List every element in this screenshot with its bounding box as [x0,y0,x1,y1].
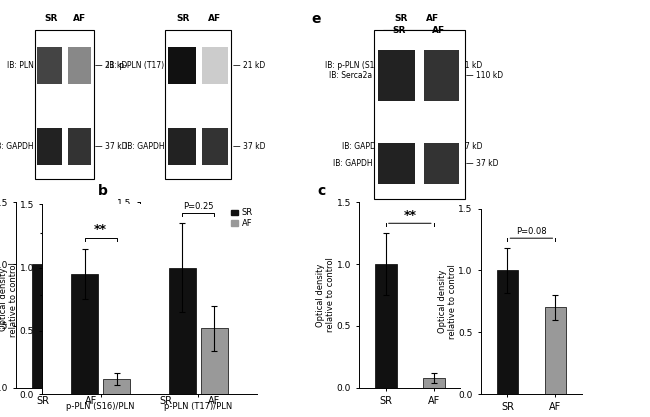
Text: IB: p-PLN (S16): IB: p-PLN (S16) [325,61,382,70]
Bar [155,264,177,388]
Bar [420,47,445,84]
Bar [202,47,228,84]
Text: — 37 kD: — 37 kD [96,142,128,151]
Text: P=0.08: P=0.08 [516,227,547,236]
Y-axis label: Optical density
relative to control: Optical density relative to control [437,264,457,339]
Text: SR: SR [177,15,190,23]
Bar [385,47,413,84]
Text: — 21 kD: — 21 kD [233,61,265,70]
Text: SR: SR [392,26,406,35]
Bar [384,30,449,179]
Text: P=0.25: P=0.25 [183,202,213,211]
Bar [202,128,228,165]
Bar [423,378,445,388]
Text: AF: AF [73,15,86,23]
Text: — 37 kD: — 37 kD [466,159,499,168]
Bar [497,270,518,394]
Text: SR: SR [395,15,408,23]
Bar [385,128,413,165]
Text: IB: GAPDH: IB: GAPDH [0,142,34,151]
Text: AF: AF [432,26,445,35]
Legend: SR, AF: SR, AF [231,208,253,228]
Text: **: ** [94,223,107,236]
Bar [168,47,196,84]
Bar [168,128,196,165]
Bar [378,143,415,184]
Text: — 110 kD: — 110 kD [466,71,503,80]
Text: IB: PLN: IB: PLN [7,61,34,70]
Text: — 37 kD: — 37 kD [450,142,483,151]
Bar [32,264,53,388]
Bar [168,268,196,394]
Text: AF: AF [426,15,439,23]
Text: IB: GAPDH: IB: GAPDH [333,159,372,168]
Bar [424,50,459,100]
Y-axis label: Optical density
relative to control: Optical density relative to control [316,258,335,332]
Text: — 21 kD: — 21 kD [450,61,483,70]
Text: *: * [187,205,194,219]
Bar [545,307,566,394]
Bar [378,50,415,100]
Text: IB: GAPDH: IB: GAPDH [125,142,164,151]
Bar [166,30,231,179]
Text: c: c [317,183,326,198]
Bar [103,379,131,394]
Text: IB: Serca2a: IB: Serca2a [330,71,372,80]
Text: IB: GAPDH: IB: GAPDH [343,142,382,151]
Bar [80,320,101,388]
Y-axis label: Optical density
relative to control: Optical density relative to control [0,262,18,337]
Text: P=0.09: P=0.09 [51,212,82,221]
Bar [38,128,62,165]
Y-axis label: Optical density
relative to control: Optical density relative to control [96,258,116,332]
Bar [375,264,396,388]
Text: **: ** [403,209,417,222]
Bar [374,30,465,198]
Bar [68,47,91,84]
Bar [203,363,225,388]
Text: AF: AF [209,15,222,23]
Bar [71,274,98,394]
Bar [35,30,94,179]
Text: — 21 kD: — 21 kD [96,61,127,70]
Text: SR: SR [44,15,58,23]
Bar [38,47,62,84]
Bar [68,128,91,165]
Text: e: e [311,12,320,26]
Bar [424,143,459,184]
Bar [420,128,445,165]
Text: b: b [98,183,107,198]
Text: — 37 kD: — 37 kD [233,142,265,151]
Bar [201,328,228,394]
Text: IB: p-PLN (T17): IB: p-PLN (T17) [107,61,164,70]
